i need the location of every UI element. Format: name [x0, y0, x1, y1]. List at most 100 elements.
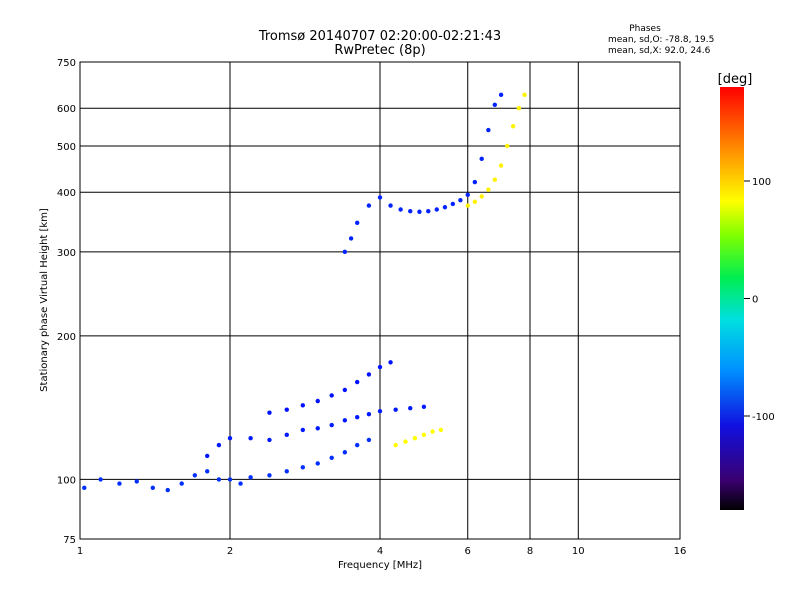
point-low-high-o	[315, 398, 320, 404]
point-f-o	[398, 207, 403, 212]
x-tick-label-2: 2	[227, 546, 233, 557]
stats-line-o: mean, sd,O: -78.8, 19.5	[608, 35, 714, 45]
point-f-o	[408, 208, 413, 214]
point-low-high-o	[300, 403, 306, 408]
point-low-mid-o	[315, 426, 320, 431]
point-low-high-o	[342, 387, 348, 393]
point-low-high-o	[388, 360, 393, 365]
point-f-o	[417, 209, 422, 214]
point-f-o	[486, 127, 491, 133]
point-f-o	[498, 92, 504, 98]
point-low-o	[117, 481, 122, 486]
point-low-o	[204, 469, 210, 474]
point-low-o	[366, 437, 372, 443]
point-low-o	[98, 477, 103, 482]
x-tick-label-8: 8	[527, 546, 533, 557]
point-low-mid-o	[408, 406, 413, 411]
point-low-o	[179, 481, 184, 486]
point-low-mid-o	[204, 453, 210, 459]
point-low-o	[227, 477, 233, 482]
point-low-o	[165, 487, 170, 493]
point-low-high-o	[366, 372, 372, 377]
y-tick-label-600: 600	[57, 104, 76, 115]
y-tick-label-400: 400	[57, 188, 76, 199]
colorbar-tick-label-100: 100	[752, 177, 771, 188]
point-f-o	[492, 102, 498, 108]
colorbar-label: [deg]	[718, 72, 753, 87]
point-f-o	[442, 205, 448, 210]
point-f-x	[522, 92, 527, 98]
axis-ticks: 1 2 4 6 8 10 16 75 100 200 300 400 500 600 750	[57, 58, 686, 557]
point-low-high-o	[377, 364, 383, 370]
stats-heading: Phases	[629, 24, 661, 34]
point-f-x	[516, 106, 522, 111]
x-tick-label-16: 16	[674, 546, 687, 557]
point-f-x	[486, 187, 491, 192]
point-f-o	[377, 195, 383, 200]
point-low-o	[342, 450, 348, 455]
point-low-o	[354, 442, 360, 448]
point-low-o	[329, 455, 334, 460]
x-tick-label-6: 6	[465, 546, 471, 557]
point-low-high-o	[354, 379, 360, 385]
point-low-x	[430, 429, 435, 434]
point-low-o	[300, 465, 306, 470]
point-low-o	[267, 473, 272, 478]
y-tick-label-500: 500	[57, 142, 76, 153]
stats-line-x: mean, sd,X: 92.0, 24.6	[608, 46, 711, 56]
colorbar-tick-label-0: 0	[752, 295, 758, 306]
point-f-x	[498, 163, 504, 168]
point-low-o	[284, 469, 289, 474]
point-f-o	[450, 201, 456, 207]
point-low-mid-o	[366, 411, 372, 417]
x-tick-label-1: 1	[77, 546, 83, 557]
point-f-x	[472, 199, 478, 204]
point-low-mid-o	[216, 442, 222, 448]
point-f-o	[479, 156, 484, 162]
point-f-o	[472, 179, 478, 185]
point-low-x	[393, 442, 398, 448]
point-f-x	[492, 177, 498, 182]
colorbar	[720, 87, 744, 510]
point-low-high-o	[284, 407, 289, 412]
colorbar-ticks: 100 0 -100	[744, 177, 775, 423]
point-low-mid-o	[267, 437, 272, 443]
point-low-x	[412, 436, 418, 441]
point-low-mid-o	[284, 432, 289, 438]
y-axis-label: Stationary phase Virtual Height [km]	[39, 208, 50, 392]
point-f-x	[479, 194, 484, 199]
point-low-mid-o	[377, 408, 383, 414]
point-low-o	[134, 479, 139, 484]
point-low-o	[192, 473, 198, 478]
point-f-o	[434, 207, 439, 212]
point-f-o	[465, 192, 470, 198]
point-low-mid-o	[248, 436, 253, 441]
point-low-o	[248, 475, 253, 480]
point-low-high-o	[267, 410, 272, 415]
point-f-o	[342, 249, 348, 255]
x-tick-label-10: 10	[572, 546, 585, 557]
point-f-o	[426, 208, 431, 214]
point-low-o	[82, 485, 87, 491]
grid-lines	[80, 62, 680, 539]
point-low-mid-o	[329, 422, 334, 428]
point-low-mid-o	[421, 404, 427, 409]
data-points	[82, 92, 527, 493]
colorbar-tick-label--100: -100	[752, 412, 775, 423]
x-axis-label: Frequency [MHz]	[338, 560, 422, 571]
point-low-mid-o	[300, 427, 306, 433]
point-low-mid-o	[227, 436, 233, 441]
point-low-x	[438, 427, 444, 433]
y-tick-label-75: 75	[63, 535, 76, 546]
point-f-o	[348, 236, 354, 241]
point-low-o	[216, 477, 222, 482]
point-f-x	[510, 124, 516, 129]
chart-title-line1: Tromsø 20140707 02:20:00-02:21:43	[258, 29, 501, 44]
point-low-o	[238, 481, 243, 486]
point-f-x	[504, 143, 510, 149]
point-low-x	[403, 439, 408, 444]
point-low-mid-o	[354, 415, 360, 420]
x-tick-label-4: 4	[377, 546, 383, 557]
point-f-o	[458, 197, 463, 203]
